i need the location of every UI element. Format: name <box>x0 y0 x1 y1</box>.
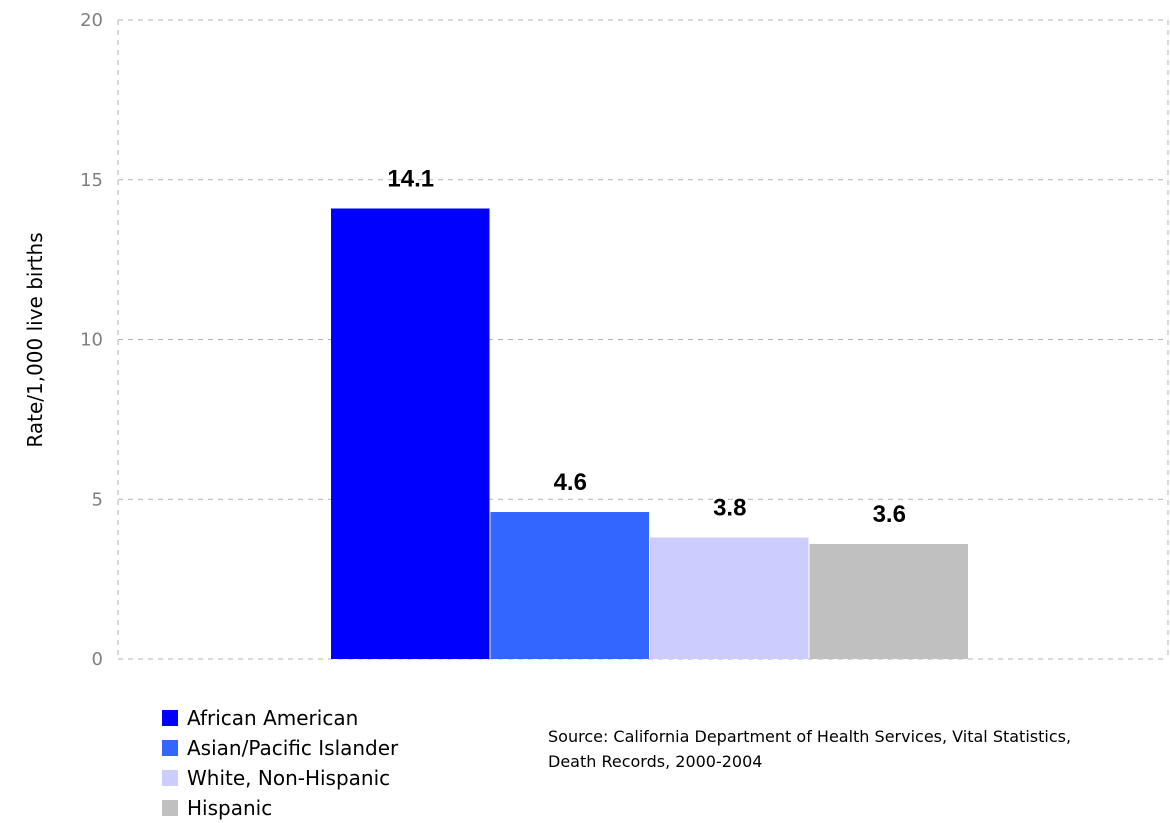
bar-white-non-hispanic <box>650 537 809 659</box>
bar-asian-pacific-islander <box>490 512 649 659</box>
legend-swatch <box>162 740 178 756</box>
legend-label: African American <box>187 706 359 730</box>
legend: African American Asian/Pacific Islander … <box>162 703 398 823</box>
bar-hispanic <box>809 543 968 659</box>
legend-item-hispanic: Hispanic <box>162 793 398 823</box>
source-note: Source: California Department of Health … <box>548 727 1072 771</box>
data-label: 3.6 <box>873 501 906 528</box>
y-tick-label: 0 <box>92 649 103 670</box>
legend-label: Asian/Pacific Islander <box>187 736 399 760</box>
legend-item-asian-pacific-islander: Asian/Pacific Islander <box>162 733 398 763</box>
legend-label: White, Non-Hispanic <box>187 766 391 790</box>
bar-african-american <box>331 208 490 659</box>
legend-item-african-american: African American <box>162 703 398 733</box>
y-tick-label: 10 <box>80 330 103 351</box>
gridlines <box>117 19 1169 660</box>
legend-swatch <box>162 770 178 786</box>
y-axis-ticks: 0 5 10 15 20 <box>80 10 103 670</box>
data-label: 3.8 <box>713 495 746 522</box>
y-axis-title: Rate/1,000 live births <box>23 232 47 447</box>
data-label: 14.1 <box>387 166 434 193</box>
bar-chart: 0 5 10 15 20 14.1 4.6 3.8 3.6 Rate/1,000 live b… <box>23 10 1169 670</box>
y-tick-label: 20 <box>80 10 103 31</box>
data-labels: 14.1 4.6 3.8 3.6 <box>387 166 906 528</box>
data-label: 4.6 <box>554 469 587 496</box>
legend-item-white-non-hispanic: White, Non-Hispanic <box>162 763 398 793</box>
legend-swatch <box>162 800 178 816</box>
bars <box>331 208 968 659</box>
y-tick-label: 15 <box>80 170 103 191</box>
legend-swatch <box>162 710 178 726</box>
y-tick-label: 5 <box>92 489 103 510</box>
legend-label: Hispanic <box>187 796 273 820</box>
